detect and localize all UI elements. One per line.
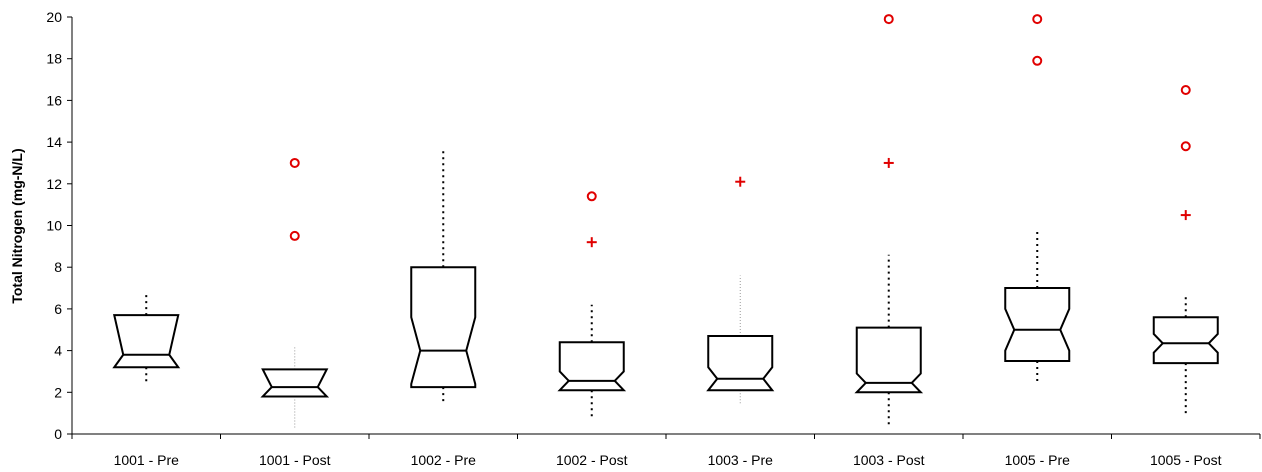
boxes — [112, 150, 1219, 428]
extreme-outlier-marker — [1032, 55, 1043, 66]
box-8 — [1152, 296, 1219, 414]
notched-box — [557, 341, 627, 392]
y-tick-label: 16 — [46, 92, 62, 108]
notched-box — [1152, 316, 1219, 365]
extreme-outlier-marker — [1180, 141, 1191, 152]
x-tick-label: 1003 - Pre — [708, 452, 774, 468]
notched-box — [1004, 287, 1071, 363]
mild-outlier-marker — [1180, 210, 1191, 221]
mild-outlier-marker — [883, 157, 894, 168]
y-tick-label: 6 — [54, 301, 62, 317]
extreme-outlier-marker — [289, 157, 300, 168]
x-tick-label: 1002 - Post — [556, 452, 628, 468]
outliers — [289, 14, 1191, 248]
y-tick-label: 4 — [54, 343, 62, 359]
x-tick-label: 1001 - Pre — [114, 452, 180, 468]
notched-box — [706, 335, 775, 392]
axes: 0 2 4 6 8 10 12 14 16 18 20 1001 - Pre 1001 - Post 10… — [46, 9, 1261, 468]
y-tick-label: 2 — [54, 384, 62, 400]
box-3 — [410, 150, 477, 403]
box-7 — [1004, 229, 1071, 382]
extreme-outlier-marker — [1180, 84, 1191, 95]
box-2 — [260, 346, 330, 428]
x-tick-label: 1002 - Pre — [411, 452, 477, 468]
box-5 — [706, 275, 775, 405]
mild-outlier-marker — [735, 176, 746, 187]
notched-box — [112, 314, 181, 369]
y-tick-label: 10 — [46, 218, 62, 234]
notched-box — [410, 266, 477, 389]
x-tick-label: 1001 - Post — [259, 452, 331, 468]
y-tick-label: 0 — [54, 426, 62, 442]
y-tick-label: 12 — [46, 176, 62, 192]
y-axis-title: Total Nitrogen (mg-N/L) — [9, 148, 25, 303]
y-tick-label: 14 — [46, 134, 62, 150]
y-tick-label: 8 — [54, 259, 62, 275]
box-6 — [854, 254, 924, 426]
extreme-outlier-marker — [883, 14, 894, 25]
extreme-outlier-marker — [1032, 14, 1043, 25]
extreme-outlier-marker — [586, 191, 597, 202]
y-tick-label: 20 — [46, 9, 62, 25]
extreme-outlier-marker — [289, 230, 300, 241]
x-tick-label: 1005 - Post — [1150, 452, 1222, 468]
box-1 — [112, 292, 181, 384]
x-tick-label: 1003 - Post — [853, 452, 925, 468]
mild-outlier-marker — [586, 237, 597, 248]
y-tick-label: 18 — [46, 51, 62, 67]
x-tick-label: 1005 - Pre — [1005, 452, 1071, 468]
box-4 — [557, 304, 627, 418]
notched-box — [854, 326, 924, 394]
notched-box — [260, 368, 330, 398]
